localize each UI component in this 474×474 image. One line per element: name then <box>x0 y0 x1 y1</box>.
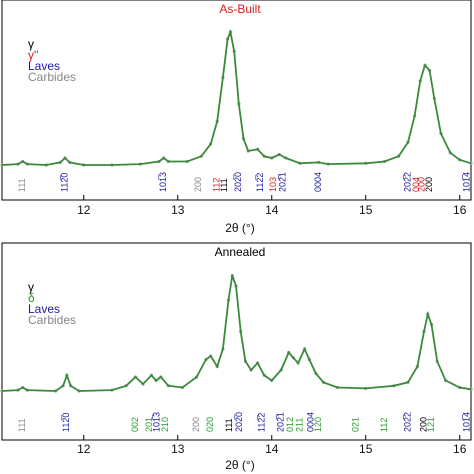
peak-label: 103 <box>268 177 278 192</box>
x-axis-label: 2θ (°) <box>225 458 254 472</box>
peak-label: 200 <box>418 417 428 432</box>
peak-label: 202̅1 <box>276 412 286 432</box>
x-tick-label: 12 <box>77 203 91 217</box>
peak-label: 111 <box>17 418 27 432</box>
fit-line <box>1 275 472 392</box>
x-tick-label: 13 <box>171 203 185 217</box>
x-tick-label: 14 <box>265 442 279 456</box>
peak-label: 020 <box>205 417 215 432</box>
x-axis-label: 2θ (°) <box>225 221 254 235</box>
peak-label: 101̅3 <box>158 172 168 192</box>
plot-frame <box>1 0 472 201</box>
legend-label: Carbides <box>28 313 76 327</box>
peak-label: 202̅0 <box>234 412 244 432</box>
peak-label: 112 <box>379 418 389 432</box>
peak-label: 202̅2 <box>402 172 412 192</box>
peak-label: 004 <box>411 177 421 192</box>
plot-frame <box>1 242 472 441</box>
legend-label: Carbides <box>28 70 76 84</box>
peak-label: 012 <box>285 417 295 432</box>
peak-label: 112 <box>212 178 222 192</box>
peak-label: 111 <box>219 178 229 192</box>
x-tick-label: 14 <box>265 203 279 217</box>
peak-label: 210 <box>160 417 170 432</box>
peak-label: 0004 <box>306 412 316 432</box>
peak-label: 121 <box>426 417 436 432</box>
peak-label: 200 <box>424 177 434 192</box>
peak-label: 112̅0 <box>61 413 71 432</box>
x-tick-label: 13 <box>171 442 185 456</box>
peak-label: 200 <box>193 177 203 192</box>
chart-title: Annealed <box>215 245 266 259</box>
x-tick-label: 16 <box>453 203 467 217</box>
x-tick-label: 15 <box>359 442 373 456</box>
x-tick-label: 16 <box>453 442 467 456</box>
legend-label: γ'' <box>28 48 39 62</box>
peak-label: 002 <box>130 417 140 432</box>
peak-label: 211 <box>294 418 304 432</box>
peak-label: 112̅0 <box>59 173 69 192</box>
x-tick-label: 12 <box>77 442 91 456</box>
legend-label: γ <box>28 37 34 51</box>
peak-label: 111 <box>224 418 234 432</box>
peak-label: 101̅3 <box>151 412 161 432</box>
peak-label: 112̅2 <box>257 413 267 432</box>
legend-label: δ <box>28 291 35 305</box>
peak-label: 120 <box>313 417 323 432</box>
peak-label: 101̅4 <box>462 412 472 432</box>
fit-line <box>1 28 472 166</box>
peak-label: 101̅4 <box>462 172 472 192</box>
peak-label: 111 <box>17 178 27 192</box>
peak-label: 201 <box>144 417 154 432</box>
peak-label: 112̅2 <box>255 173 265 192</box>
chart-title: As-Built <box>219 2 261 16</box>
peak-label: 202̅0 <box>233 172 243 192</box>
peak-label: 202̅1 <box>277 172 287 192</box>
peak-label: 202̅2 <box>402 412 412 432</box>
peak-label: 200 <box>191 417 201 432</box>
legend-label: γ <box>28 280 34 294</box>
legend-label: Laves <box>28 302 60 316</box>
peak-label: 0004 <box>313 172 323 192</box>
peak-label: 021 <box>351 417 361 432</box>
legend-label: Laves <box>28 59 60 73</box>
x-tick-label: 15 <box>359 203 373 217</box>
peak-label: 200 <box>417 177 427 192</box>
